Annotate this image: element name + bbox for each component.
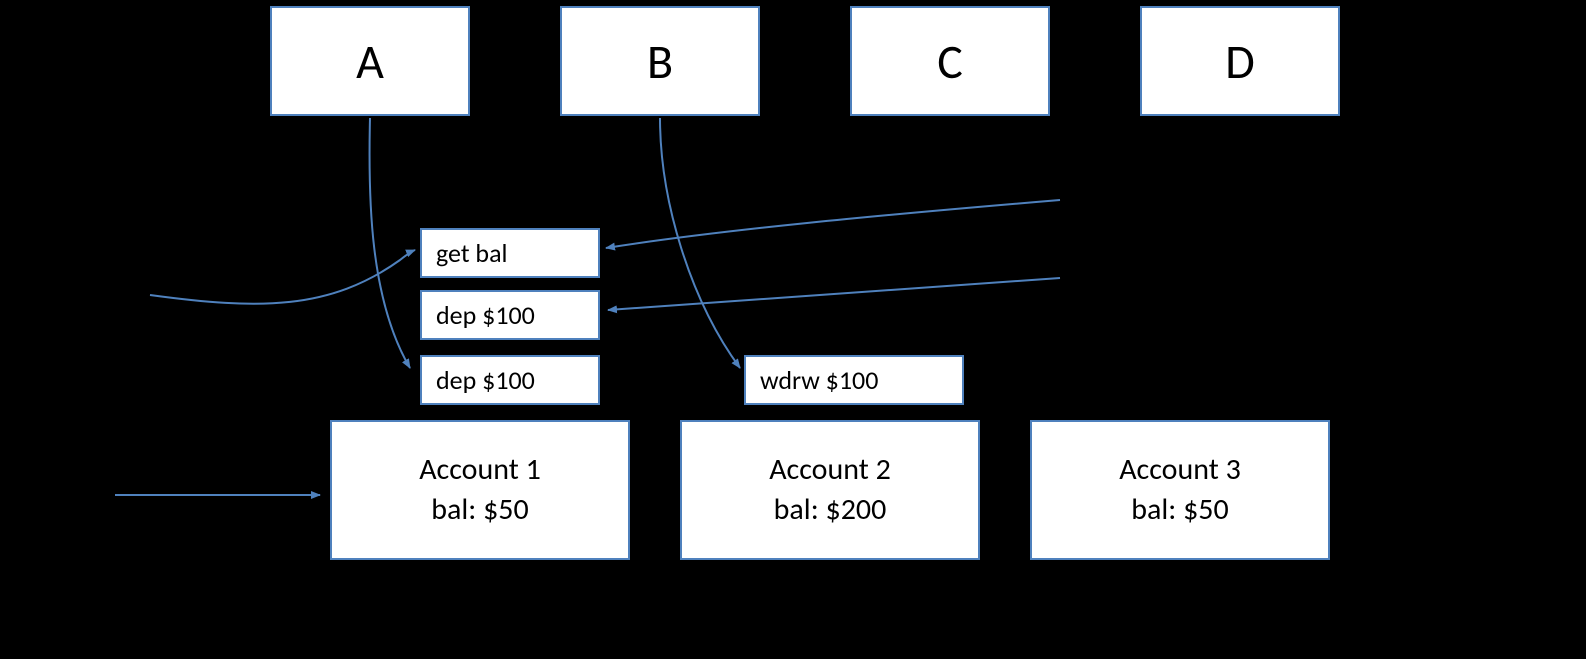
arrow-3 [660, 118, 740, 368]
node-c: C [850, 6, 1050, 116]
node-a-label: A [356, 32, 384, 91]
op-dep-100-b: dep $100 [420, 355, 600, 405]
op-dep-100-a: dep $100 [420, 290, 600, 340]
arrows-layer [0, 0, 1586, 659]
op-wdrw-100-label: wdrw $100 [760, 364, 878, 396]
arrow-4 [606, 200, 1060, 248]
account-1: Account 1 bal: $50 [330, 420, 630, 560]
op-get-bal: get bal [420, 228, 600, 278]
arrow-1 [150, 250, 415, 304]
account-2-balance: bal: $200 [774, 490, 887, 531]
account-2-name: Account 2 [769, 450, 891, 491]
op-wdrw-100: wdrw $100 [744, 355, 964, 405]
account-3-balance: bal: $50 [1131, 490, 1228, 531]
account-1-name: Account 1 [419, 450, 541, 491]
arrow-5 [608, 278, 1060, 310]
arrow-2 [369, 118, 410, 368]
node-d: D [1140, 6, 1340, 116]
account-1-balance: bal: $50 [431, 490, 528, 531]
node-d-label: D [1225, 32, 1255, 91]
account-3-name: Account 3 [1119, 450, 1241, 491]
op-get-bal-label: get bal [436, 237, 508, 269]
account-2: Account 2 bal: $200 [680, 420, 980, 560]
op-dep-100-b-label: dep $100 [436, 364, 535, 396]
node-a: A [270, 6, 470, 116]
op-dep-100-a-label: dep $100 [436, 299, 535, 331]
node-b-label: B [647, 32, 673, 91]
account-3: Account 3 bal: $50 [1030, 420, 1330, 560]
node-b: B [560, 6, 760, 116]
node-c-label: C [937, 32, 963, 91]
